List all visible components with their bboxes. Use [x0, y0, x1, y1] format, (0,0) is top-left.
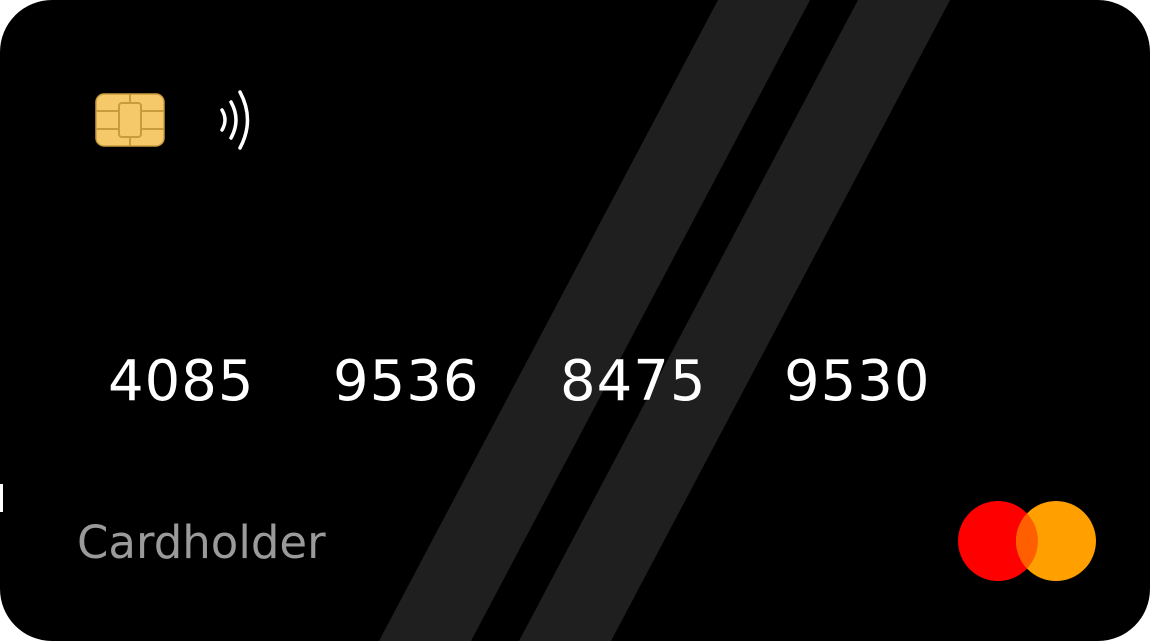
- edge-mark: [0, 484, 3, 512]
- cardholder-name: Cardholder: [77, 516, 326, 569]
- emv-chip-icon: [95, 93, 165, 147]
- contactless-icon: [220, 90, 250, 150]
- card-number-group-4: 9530: [784, 349, 931, 414]
- mastercard-logo: [958, 501, 1096, 581]
- card-number-group-2: 9536: [333, 349, 480, 414]
- card-number-group-3: 8475: [560, 349, 707, 414]
- card-number-group-1: 4085: [108, 349, 255, 414]
